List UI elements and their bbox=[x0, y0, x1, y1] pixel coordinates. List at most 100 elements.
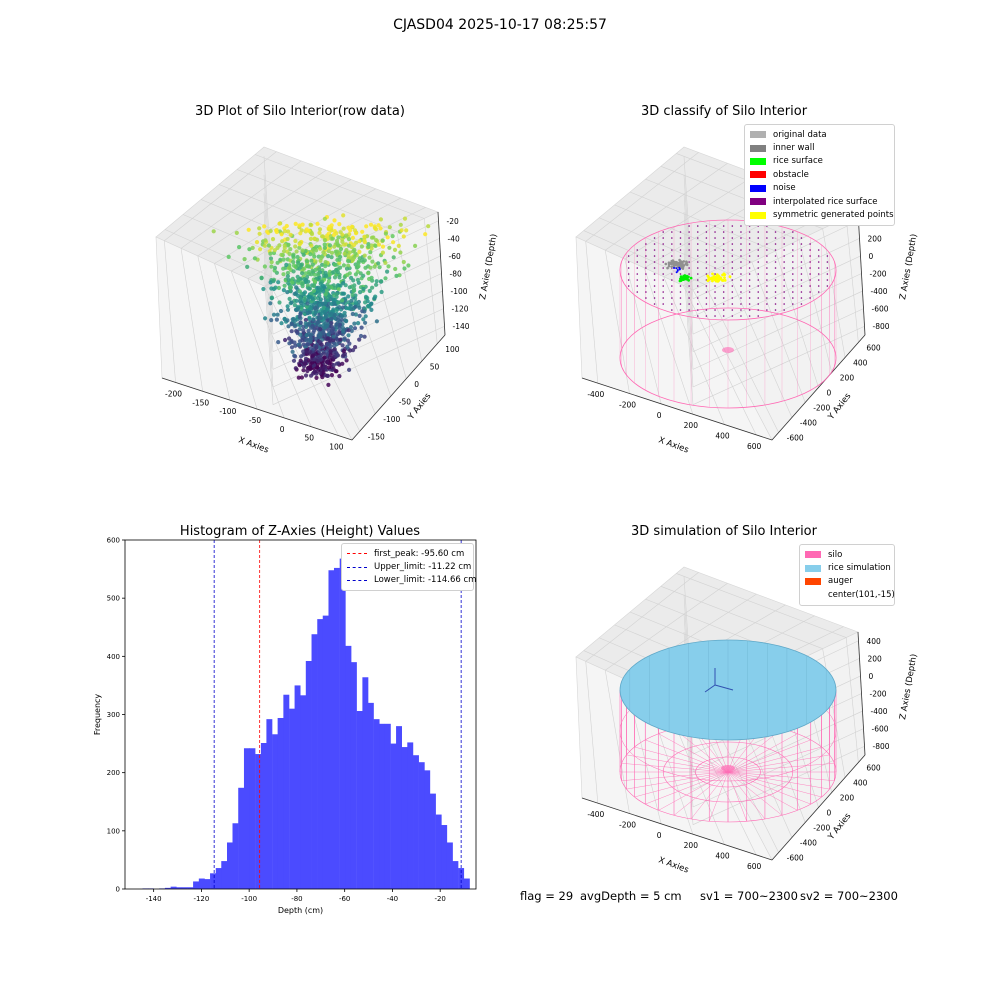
p2-surface-point bbox=[817, 249, 820, 251]
p1-data-point bbox=[257, 226, 262, 231]
p1-y-axis-line bbox=[351, 334, 446, 441]
p4-ztick-label: 200 bbox=[868, 654, 883, 663]
p2-surface-point bbox=[705, 303, 708, 305]
panel2-legend: original data inner wall rice surface obsta… bbox=[744, 124, 895, 226]
p2-surface-point bbox=[740, 225, 742, 227]
p2-surface-point bbox=[714, 243, 716, 245]
p2-surface-point bbox=[705, 243, 708, 245]
p1-data-point bbox=[373, 294, 378, 299]
histogram-bar bbox=[266, 719, 273, 889]
p4-xtick-label: -400 bbox=[587, 810, 604, 819]
p2-noise-point bbox=[678, 268, 681, 271]
p1-ytick-label: -150 bbox=[368, 432, 385, 441]
p1-data-point bbox=[304, 227, 309, 232]
p1-gridline bbox=[197, 255, 231, 401]
p2-surface-point bbox=[809, 255, 811, 257]
p1-data-point bbox=[308, 222, 313, 227]
p2-surface-point bbox=[696, 285, 699, 287]
p1-data-point bbox=[331, 232, 337, 238]
p4-silo-floor-spoke bbox=[727, 771, 811, 805]
p1-data-point bbox=[315, 365, 320, 370]
p2-surface-point bbox=[817, 255, 820, 257]
p2-surface-point bbox=[774, 243, 777, 245]
p4-gridline bbox=[585, 661, 599, 804]
p1-data-point bbox=[283, 337, 288, 343]
p1-data-point bbox=[281, 272, 286, 277]
p2-ytick-label: -400 bbox=[800, 419, 817, 428]
p1-data-point bbox=[312, 279, 317, 284]
p1-data-point bbox=[352, 283, 357, 288]
p2-surface-point bbox=[679, 303, 682, 305]
p1-data-point bbox=[314, 375, 319, 380]
p2-surface-point bbox=[783, 231, 785, 233]
p1-data-point bbox=[359, 325, 364, 330]
p1-data-point bbox=[301, 324, 306, 329]
p1-ztick-label: -20 bbox=[447, 217, 459, 226]
p1-data-point bbox=[322, 216, 327, 221]
p2-surface-point bbox=[748, 303, 751, 305]
p1-data-point bbox=[380, 250, 385, 255]
p1-data-point bbox=[378, 217, 383, 222]
histogram-bar bbox=[328, 570, 335, 889]
p1-data-point bbox=[297, 266, 302, 271]
p1-data-point bbox=[329, 255, 334, 260]
p1-data-point bbox=[346, 328, 351, 333]
p1-data-point bbox=[273, 285, 278, 290]
p1-data-point bbox=[246, 227, 251, 232]
p1-data-point bbox=[287, 251, 292, 256]
p1-data-point bbox=[383, 276, 388, 281]
p1-data-point bbox=[295, 254, 300, 260]
p2-surface-point bbox=[636, 279, 639, 281]
p1-data-point bbox=[265, 229, 270, 234]
histogram-bar bbox=[362, 677, 369, 889]
p2-surface-point bbox=[688, 243, 690, 245]
legend-item: first_peak: -95.60 cm bbox=[347, 547, 468, 560]
p1-gridline bbox=[197, 169, 327, 257]
p2-gridline bbox=[683, 267, 694, 405]
p1-data-point bbox=[281, 288, 286, 293]
p2-surface-point bbox=[766, 279, 768, 281]
p2-noise-point bbox=[676, 269, 679, 272]
p1-data-point bbox=[356, 264, 361, 269]
p2-gridline bbox=[751, 262, 806, 403]
p1-data-point bbox=[353, 272, 358, 277]
p1-data-point bbox=[291, 269, 296, 274]
p1-data-point bbox=[314, 345, 319, 350]
p4-silo-floor-spoke bbox=[727, 771, 822, 798]
p1-data-point bbox=[298, 231, 303, 236]
p1-data-point bbox=[321, 351, 326, 356]
p1-data-point bbox=[423, 232, 428, 237]
p1-data-point bbox=[351, 288, 356, 293]
histogram-bar bbox=[317, 619, 324, 889]
legend-item: interpolated rice surface bbox=[750, 195, 889, 208]
p1-data-point bbox=[316, 271, 321, 276]
p2-silo-bottom-ring bbox=[619, 307, 837, 409]
p1-data-point bbox=[383, 231, 388, 236]
p1-zlabel: Z Axies (Depth) bbox=[478, 233, 499, 300]
p2-surface-point bbox=[731, 255, 734, 257]
p1-data-point bbox=[262, 264, 267, 269]
p1-data-point bbox=[336, 300, 341, 305]
p1-data-point bbox=[350, 235, 355, 240]
legend-item: noise bbox=[750, 182, 889, 195]
p2-surface-point bbox=[722, 255, 725, 257]
histogram-xtick-label: -120 bbox=[193, 895, 209, 903]
p1-data-point bbox=[334, 292, 339, 297]
p1-data-point bbox=[276, 285, 281, 291]
p2-surface-point bbox=[757, 279, 760, 281]
p1-data-point bbox=[281, 266, 286, 271]
p2-surface-point bbox=[774, 267, 777, 269]
p1-data-point bbox=[393, 266, 398, 272]
p2-surface-point bbox=[696, 267, 699, 269]
p1-data-point bbox=[350, 257, 355, 262]
legend-item: auger bbox=[805, 575, 889, 588]
footer-avg-depth: avgDepth = 5 cm bbox=[580, 889, 682, 903]
p1-data-point bbox=[254, 240, 260, 245]
p1-data-point bbox=[348, 348, 353, 353]
p1-data-point bbox=[380, 244, 386, 249]
p2-surface-point bbox=[688, 273, 690, 275]
p1-data-point bbox=[317, 293, 322, 298]
panel4-simulation-3d: -400 -200 0 200 400 600 -600 -400 -200 0 200 400 600… bbox=[575, 566, 920, 876]
p1-data-point bbox=[318, 334, 323, 339]
p1-data-point bbox=[324, 324, 329, 329]
